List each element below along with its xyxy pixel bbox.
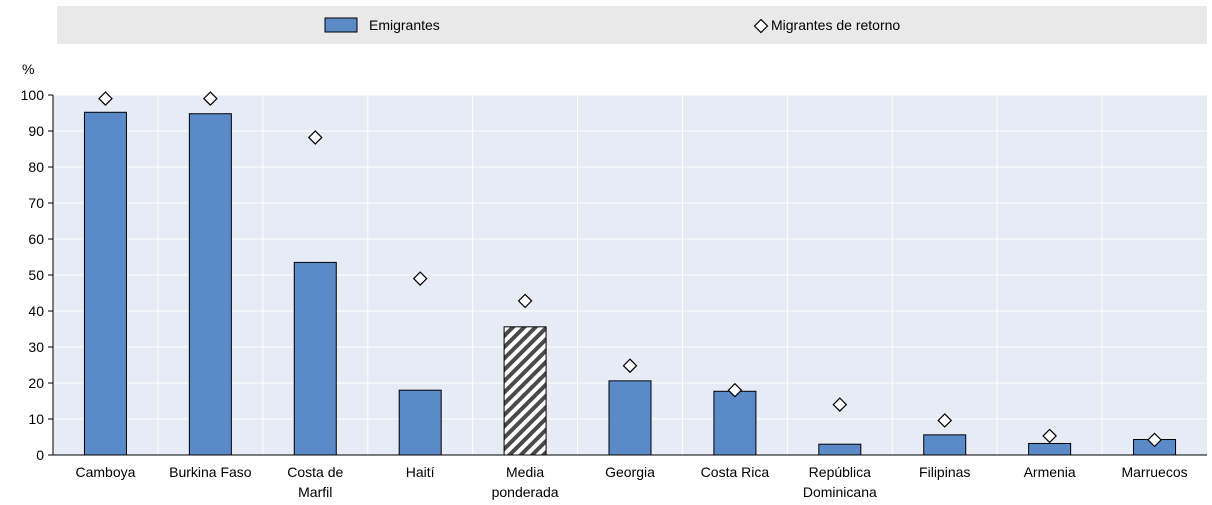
bar-emigrants (293, 261, 337, 456)
y-tick-label: 70 (28, 195, 44, 211)
y-tick-label: 60 (28, 231, 44, 247)
legend-emigrants-label: Emigrantes (369, 17, 440, 33)
marker-return-migrants (517, 293, 533, 309)
marker-return-migrants (98, 91, 113, 106)
bar-emigrants (1028, 442, 1072, 456)
x-category-label: Haití (406, 464, 435, 480)
y-tick-label: 90 (28, 123, 44, 139)
y-tick-label: 50 (28, 267, 44, 283)
legend-returnees-marker (753, 18, 769, 34)
bars (83, 111, 1177, 456)
return-markers (98, 91, 1162, 448)
x-category-label: Dominicana (803, 484, 877, 500)
marker-return-migrants (622, 358, 638, 374)
y-axis-unit-label: % (22, 61, 34, 77)
x-category-label: Filipinas (919, 464, 970, 480)
y-tick-label: 10 (28, 411, 44, 427)
y-tick-label: 30 (28, 339, 44, 355)
x-category-label: Media (506, 464, 544, 480)
bar-emigrants (713, 390, 757, 456)
y-tick-label: 40 (28, 303, 44, 319)
x-category-label: ponderada (492, 484, 559, 500)
marker-return-migrants (832, 397, 848, 412)
legend-emigrants-swatch (324, 17, 358, 33)
y-tick-label: 20 (28, 375, 44, 391)
y-tick-label: 100 (21, 87, 45, 103)
legend-background (57, 6, 1207, 44)
x-axis-labels: Camboya Burkina Faso Costa de Marfil Haití Me… (75, 464, 1187, 500)
x-category-label: Georgia (605, 464, 655, 480)
x-category-label: Costa de (287, 464, 343, 480)
y-tick-label: 80 (28, 159, 44, 175)
bar-emigrants (188, 113, 232, 456)
bar-emigrants (398, 389, 442, 456)
legend-returnees-label: Migrantes de retorno (771, 17, 900, 33)
gridlines (53, 94, 1207, 455)
x-category-label: República (809, 464, 871, 480)
x-category-label: Costa Rica (701, 464, 770, 480)
marker-return-migrants (307, 130, 323, 145)
bar-emigrants (818, 443, 862, 456)
x-category-label: Burkina Faso (169, 464, 252, 480)
x-category-label: Marruecos (1121, 464, 1187, 480)
marker-return-migrants (1042, 428, 1057, 444)
y-axis-ticks: 0 10 20 30 40 50 60 70 80 90 100 (21, 87, 54, 463)
marker-return-migrants (1147, 432, 1162, 448)
x-category-label: Armenia (1024, 464, 1076, 480)
legend: Emigrantes Migrantes de retorno (57, 6, 1207, 44)
x-category-label: Camboya (75, 464, 135, 480)
bar-emigrants (923, 434, 967, 456)
bar-emigrants (608, 380, 652, 456)
marker-return-migrants (937, 413, 953, 428)
marker-return-migrants (727, 382, 743, 398)
x-category-label: Marfil (298, 484, 332, 500)
marker-return-migrants (412, 271, 428, 286)
bar-weighted-average (503, 326, 547, 456)
bar-emigrants (83, 111, 127, 456)
marker-return-migrants (203, 91, 218, 106)
y-tick-label: 0 (36, 447, 44, 463)
